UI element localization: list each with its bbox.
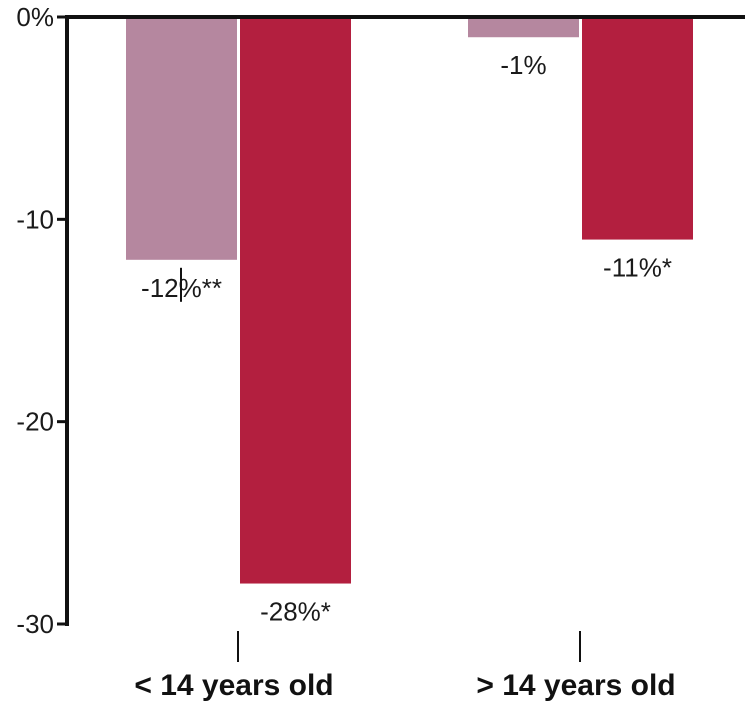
y-tick-label: -10 <box>16 204 54 234</box>
category-label: < 14 years old <box>134 669 333 702</box>
y-tick-label: -30 <box>16 609 54 639</box>
data-label: -1% <box>500 50 546 80</box>
category-label: > 14 years old <box>476 669 675 702</box>
y-tick-label: -20 <box>16 407 54 437</box>
bar <box>582 17 693 240</box>
y-tick-label: 0% <box>16 2 54 32</box>
bars <box>126 17 693 584</box>
bar <box>240 17 351 584</box>
data-label: -11%* <box>603 253 672 283</box>
data-labels: -12%**-28%*-1%-11%* <box>141 50 672 626</box>
category-labels: < 14 years old > 14 years old <box>134 631 676 702</box>
bar <box>126 17 237 260</box>
bar <box>468 17 579 38</box>
data-label: -28%* <box>260 597 331 627</box>
y-axis-ticks: 0% -10 -20 -30 <box>16 2 67 639</box>
